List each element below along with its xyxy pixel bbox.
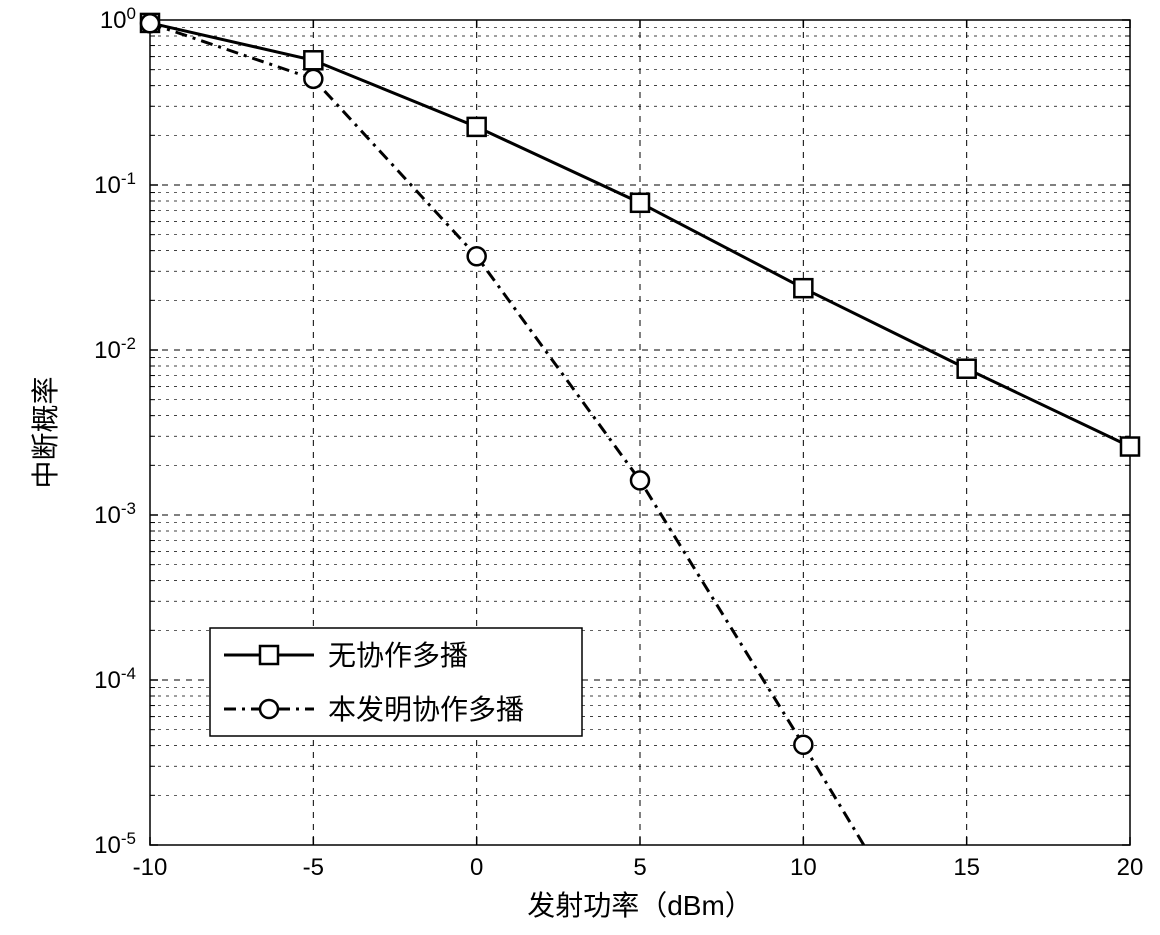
x-tick-label: 20 [1117, 854, 1144, 881]
x-axis-label: 发射功率（dBm） [527, 890, 753, 921]
legend: 无协作多播本发明协作多播 [210, 628, 582, 736]
x-tick-label: 15 [953, 854, 980, 881]
x-tick-label: 10 [790, 854, 817, 881]
x-tick-label: -10 [133, 854, 168, 881]
legend-label: 无协作多播 [328, 640, 468, 671]
x-tick-label: -5 [303, 854, 324, 881]
x-tick-label: 5 [633, 854, 646, 881]
legend-label: 本发明协作多播 [328, 694, 524, 725]
chart-background [0, 0, 1160, 935]
outage-probability-chart: -10-50510152010-510-410-310-210-1100发射功率… [0, 0, 1160, 935]
x-tick-label: 0 [470, 854, 483, 881]
y-axis-label: 中断概率 [30, 376, 61, 488]
chart-container: -10-50510152010-510-410-310-210-1100发射功率… [0, 0, 1160, 935]
